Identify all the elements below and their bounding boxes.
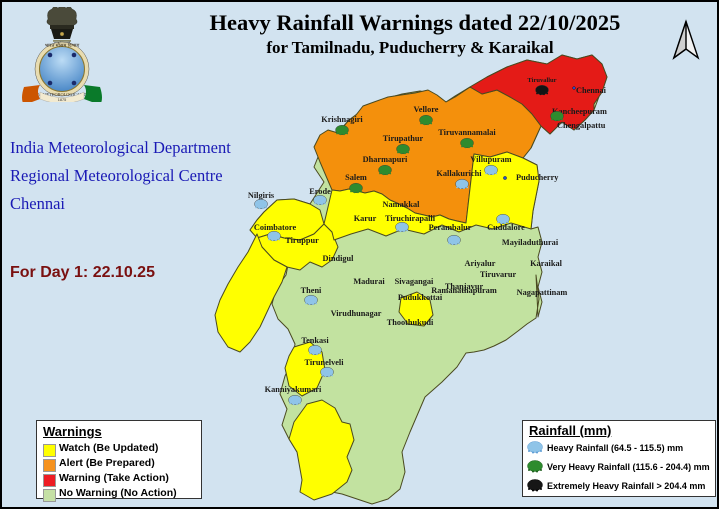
svg-text:Coimbatore: Coimbatore bbox=[254, 223, 297, 232]
svg-text:Kallakurichi: Kallakurichi bbox=[436, 169, 482, 178]
svg-text:Nilgiris: Nilgiris bbox=[248, 191, 275, 200]
svg-text:Karur: Karur bbox=[354, 214, 377, 223]
svg-text:Dindigul: Dindigul bbox=[323, 254, 355, 263]
svg-text:Tiruchirapalli: Tiruchirapalli bbox=[385, 214, 436, 223]
svg-text:Tirupathur: Tirupathur bbox=[383, 134, 424, 143]
svg-text:Villupuram: Villupuram bbox=[470, 155, 511, 164]
svg-text:Theni: Theni bbox=[301, 286, 322, 295]
svg-text:Karaikal: Karaikal bbox=[530, 259, 563, 268]
svg-text:Tenkasi: Tenkasi bbox=[301, 336, 329, 345]
svg-text:Virudhunagar: Virudhunagar bbox=[331, 309, 382, 318]
svg-text:Tiruvarur: Tiruvarur bbox=[480, 270, 517, 279]
svg-text:Perambalur: Perambalur bbox=[429, 223, 472, 232]
svg-text:Kanniyakumari: Kanniyakumari bbox=[265, 385, 322, 394]
svg-text:Sivagangai: Sivagangai bbox=[395, 277, 434, 286]
svg-text:Tirunelveli: Tirunelveli bbox=[304, 358, 344, 367]
svg-text:Chengalpattu: Chengalpattu bbox=[557, 121, 606, 130]
svg-text:Chennai: Chennai bbox=[576, 86, 607, 95]
svg-text:Mayiladuthurai: Mayiladuthurai bbox=[502, 238, 559, 247]
svg-text:Namakkal: Namakkal bbox=[383, 200, 421, 209]
svg-text:Salem: Salem bbox=[345, 173, 367, 182]
svg-text:Tiruvannamalai: Tiruvannamalai bbox=[438, 128, 496, 137]
svg-text:Nagapattinam: Nagapattinam bbox=[517, 288, 568, 297]
svg-text:Cuddalore: Cuddalore bbox=[487, 223, 525, 232]
svg-text:Tiruppur: Tiruppur bbox=[285, 236, 319, 245]
svg-text:Krishnagiri: Krishnagiri bbox=[321, 115, 363, 124]
svg-text:Tiruvallur: Tiruvallur bbox=[527, 77, 556, 84]
svg-text:Ramanathapuram: Ramanathapuram bbox=[431, 286, 497, 295]
svg-text:Vellore: Vellore bbox=[414, 105, 439, 114]
svg-text:Thoothukudi: Thoothukudi bbox=[387, 318, 434, 327]
svg-text:Madurai: Madurai bbox=[353, 277, 385, 286]
svg-text:Ariyalur: Ariyalur bbox=[465, 259, 496, 268]
svg-text:Erode: Erode bbox=[309, 187, 331, 196]
svg-text:Dharmapuri: Dharmapuri bbox=[363, 155, 408, 164]
svg-text:Puducherry: Puducherry bbox=[516, 173, 559, 182]
